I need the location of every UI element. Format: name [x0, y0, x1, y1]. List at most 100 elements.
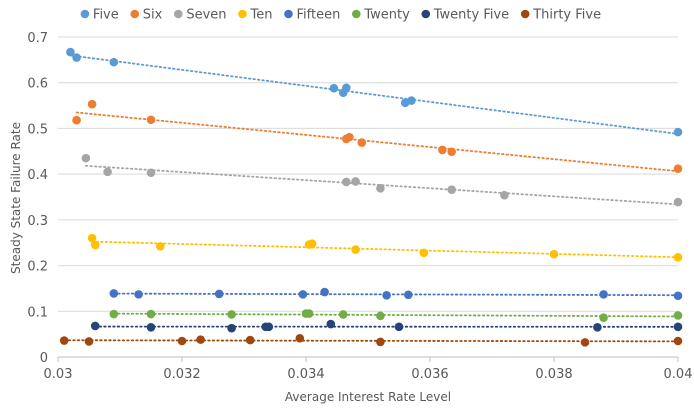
- point-thirty-five: [295, 333, 305, 343]
- point-five: [329, 83, 339, 93]
- point-twenty: [109, 309, 119, 319]
- point-thirty-five: [245, 335, 255, 345]
- trendline-fifteen: [112, 292, 679, 297]
- point-six: [357, 138, 367, 147]
- point-five: [342, 83, 351, 93]
- legend-marker: [352, 9, 361, 19]
- x-axis-title: Average Interest Rate Level: [285, 390, 451, 404]
- y-axis-title: Steady State Failure Rate: [9, 122, 23, 274]
- point-seven: [81, 153, 91, 163]
- y-tick-label: 0.2: [27, 260, 48, 275]
- point-twenty-five: [90, 321, 100, 331]
- point-ten: [351, 245, 360, 254]
- point-twenty: [146, 309, 156, 319]
- point-five: [66, 47, 75, 57]
- point-thirty-five: [59, 336, 69, 345]
- trendline-five: [69, 54, 679, 135]
- point-fifteen: [298, 290, 308, 299]
- trendline-ten: [91, 240, 679, 259]
- point-twenty: [338, 310, 348, 319]
- legend-label: Six: [143, 8, 163, 23]
- point-fifteen: [404, 290, 413, 300]
- point-fifteen: [109, 289, 119, 298]
- point-five: [109, 57, 119, 67]
- legend-label: Seven: [186, 8, 226, 23]
- point-five: [72, 53, 81, 62]
- legend-marker: [130, 9, 140, 19]
- point-thirty-five: [177, 336, 187, 346]
- legend-item-thirty-five: Thirty Five: [520, 8, 601, 23]
- point-twenty-five: [264, 322, 274, 332]
- y-axis: 0 0.1 0.2 0.3 0.4 0.5 0.6 0.7: [27, 31, 48, 366]
- point-ten: [87, 233, 97, 243]
- y-tick-label: 0.5: [27, 122, 48, 137]
- point-five: [673, 127, 683, 137]
- point-ten: [673, 253, 683, 262]
- point-twenty: [227, 310, 236, 319]
- point-seven: [673, 197, 683, 207]
- point-thirty-five: [376, 337, 385, 347]
- point-ten: [307, 239, 317, 248]
- legend-item-ten: Ten: [238, 8, 272, 23]
- y-tick-label: 0: [40, 351, 48, 366]
- y-tick-label: 0.7: [27, 31, 48, 46]
- trendline-thirty-five: [63, 339, 679, 343]
- point-seven: [146, 168, 156, 178]
- trendlines: [63, 54, 679, 343]
- point-fifteen: [382, 290, 391, 300]
- point-twenty-five: [326, 319, 336, 329]
- data-points: [59, 47, 683, 347]
- legend-item-seven: Seven: [174, 8, 227, 23]
- legend-item-five: Five: [80, 8, 119, 23]
- legend-label: Twenty: [363, 8, 410, 23]
- point-thirty-five: [673, 336, 683, 346]
- point-six: [146, 115, 156, 125]
- point-ten: [549, 249, 559, 259]
- point-twenty-five: [146, 322, 156, 332]
- legend-marker: [174, 9, 183, 19]
- point-twenty: [599, 313, 608, 322]
- point-seven: [103, 167, 112, 177]
- point-five: [407, 96, 416, 105]
- point-seven: [376, 184, 385, 193]
- point-fifteen: [134, 290, 143, 299]
- point-twenty-five: [593, 322, 602, 332]
- y-tick-label: 0.3: [27, 214, 48, 229]
- legend-item-fifteen: Fifteen: [284, 8, 340, 23]
- trendline-twenty: [112, 312, 679, 318]
- point-seven: [351, 177, 360, 186]
- x-tick-label: 0.034: [287, 367, 324, 382]
- point-fifteen: [599, 290, 608, 299]
- point-seven: [500, 190, 509, 200]
- point-twenty-five: [673, 322, 683, 332]
- point-six: [438, 145, 447, 155]
- point-thirty-five: [196, 335, 205, 344]
- x-tick-label: 0.04: [664, 367, 693, 382]
- point-thirty-five: [84, 337, 94, 346]
- point-six: [87, 99, 97, 109]
- point-twenty: [304, 309, 314, 318]
- legend-marker: [80, 9, 90, 19]
- y-tick-label: 0.4: [27, 168, 48, 183]
- point-seven: [447, 185, 457, 194]
- point-fifteen: [214, 289, 224, 299]
- legend-label: Thirty Five: [532, 8, 601, 23]
- y-tick-label: 0.1: [27, 305, 48, 320]
- point-six: [345, 132, 354, 142]
- legend-item-twenty: Twenty: [352, 8, 410, 23]
- x-tick-label: 0.03: [44, 367, 73, 382]
- point-thirty-five: [580, 338, 590, 347]
- gridlines: [58, 36, 678, 312]
- point-ten: [419, 248, 429, 258]
- legend-label: Ten: [250, 8, 273, 23]
- legend-item-six: Six: [130, 8, 163, 23]
- point-fifteen: [320, 287, 329, 297]
- legend-label: Fifteen: [296, 8, 340, 23]
- legend: Five Six Seven Ten Fifteen Twenty Twenty Five T…: [80, 8, 601, 23]
- x-tick-label: 0.038: [535, 367, 572, 382]
- legend-marker: [421, 9, 431, 19]
- point-twenty: [673, 311, 683, 320]
- point-six: [72, 115, 81, 125]
- point-six: [673, 164, 683, 173]
